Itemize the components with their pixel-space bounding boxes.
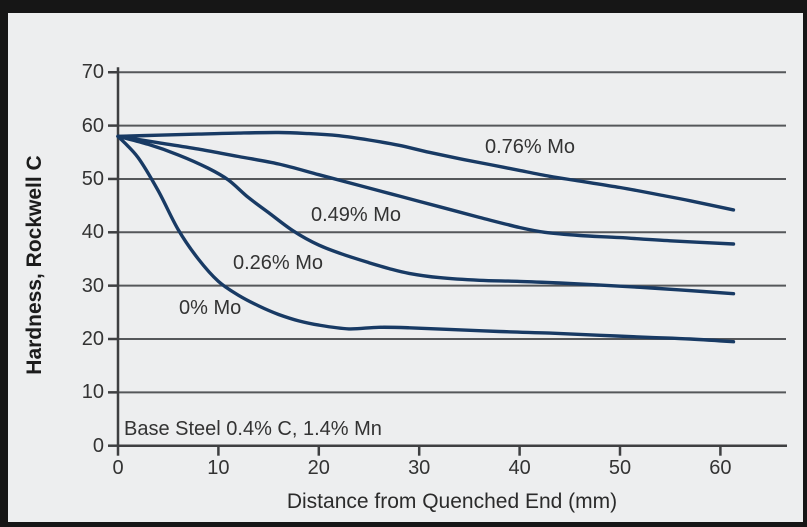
- y-tick-label-70: 70: [81, 61, 104, 84]
- y-tick-label-40: 40: [81, 221, 104, 244]
- x-tick-label-50: 50: [608, 457, 632, 479]
- y-axis-title: Hardness, Rockwell C: [23, 155, 46, 375]
- x-tick-label-60: 60: [709, 457, 732, 479]
- curve-0-49-Mo: [116, 134, 736, 246]
- curve-label-026-mo: 0.26% Mo: [233, 252, 324, 274]
- curve-0-76-Mo: [116, 130, 736, 212]
- y-tick-label-20: 20: [81, 328, 104, 350]
- x-axis-title: Distance from Quenched End (mm): [286, 490, 618, 513]
- curve-0-26-Mo: [116, 134, 736, 296]
- x-tick-label-10: 10: [207, 457, 230, 479]
- chart-panel: [8, 13, 803, 522]
- x-tick-label-0: 0: [112, 457, 124, 479]
- y-tick-label-10: 10: [81, 381, 104, 404]
- y-tick-label-60: 60: [81, 114, 104, 137]
- y-tick-label-50: 50: [81, 167, 104, 190]
- curve-label-0-mo: 0% Mo: [179, 297, 242, 319]
- curve-label-049-mo: 0.49% Mo: [311, 204, 402, 226]
- x-tick-label-30: 30: [408, 457, 431, 479]
- y-tick-label-30: 30: [81, 274, 104, 297]
- base-steel-annotation: Base Steel 0.4% C, 1.4% Mn: [124, 418, 382, 440]
- curve-label-076-mo: 0.76% Mo: [485, 136, 576, 158]
- x-tick-label-20: 20: [307, 457, 330, 479]
- x-tick-label-40: 40: [508, 457, 531, 479]
- curve-0-Mo: [116, 134, 736, 344]
- y-tick-label-0: 0: [92, 434, 104, 457]
